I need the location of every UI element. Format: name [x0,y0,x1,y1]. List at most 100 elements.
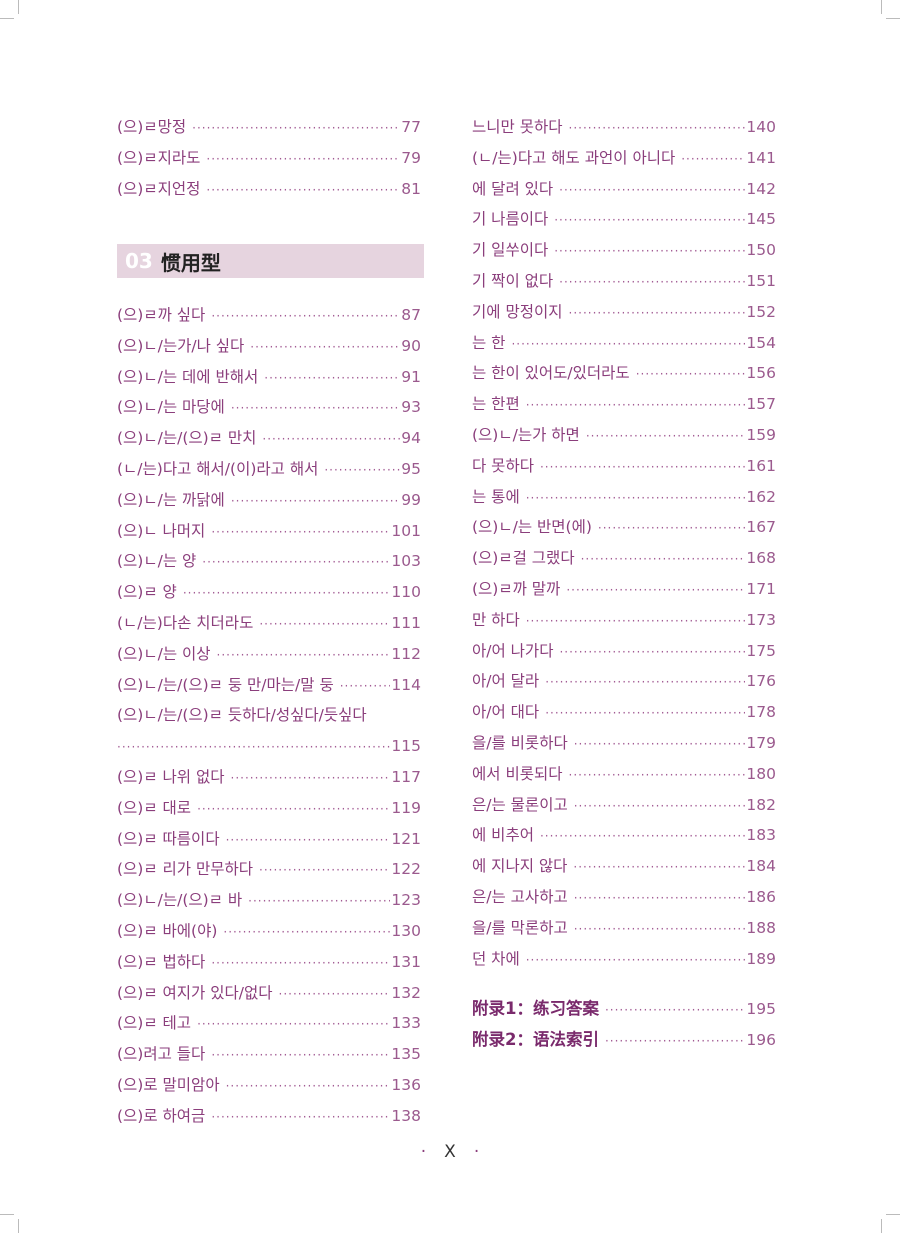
toc-entry[interactable]: (으)ㄴ/는/(으)ㄹ 바 123 [117,885,421,916]
toc-entry[interactable]: 는 한이 있어도/있더라도 156 [472,358,776,389]
toc-entry[interactable]: (으)ㄴ/는가 하면 159 [472,420,776,451]
toc-entry[interactable]: 에 비추어 183 [472,820,776,851]
entry-title: 는 통에 [472,487,520,506]
dot-leader [226,825,391,856]
toc-entry[interactable]: 에 달려 있다 142 [472,174,776,205]
entry-title: 에서 비롯되다 [472,764,563,783]
toc-entry[interactable]: 기에 망정이지 152 [472,297,776,328]
toc-entry[interactable]: 기 나름이다 145 [472,204,776,235]
toc-entry[interactable]: 기 일쑤이다 150 [472,235,776,266]
toc-entry[interactable]: (으)ㄹ 테고 133 [117,1008,421,1039]
toc-entry[interactable]: 에서 비롯되다 180 [472,759,776,790]
dot-leader [545,698,745,729]
crop-mark [18,0,19,14]
toc-entry[interactable]: (으)ㄹ 바에(야) 130 [117,916,421,947]
dot-leader [559,175,745,206]
toc-entry[interactable]: (으)ㄹ까 싶다 87 [117,300,421,331]
dot-leader [526,606,746,637]
toc-entry[interactable]: (으)ㄴ/는/(으)ㄹ 듯하다/성싶다/듯싶다 [117,700,421,731]
entry-title: (으)ㄴ/는가/나 싶다 [117,336,245,355]
toc-entry[interactable]: (으)ㄹ 여지가 있다/없다 132 [117,978,421,1009]
toc-entry[interactable]: 아/어 대다 178 [472,697,776,728]
toc-entry[interactable]: (으)ㄴ/는 양 103 [117,546,421,577]
toc-entry[interactable]: (으)ㄹ걸 그랬다 168 [472,543,776,574]
dot-leader [581,544,746,575]
dot-leader [605,995,745,1026]
toc-entry[interactable]: (으)ㄹ 리가 만무하다 122 [117,854,421,885]
toc-entry[interactable]: 附录2：语法索引 196 [472,1025,776,1056]
toc-entry[interactable]: (으)ㄹ 양 110 [117,577,421,608]
dot-leader [264,363,400,394]
toc-entry[interactable]: (으)ㄴ/는/(으)ㄹ 만치 94 [117,423,421,454]
toc-entry[interactable]: (ㄴ/는)다손 치더라도 111 [117,608,421,639]
toc-entry[interactable]: 던 차에 189 [472,944,776,975]
toc-entry[interactable]: (으)ㄴ/는 이상 112 [117,639,421,670]
toc-entry[interactable]: 아/어 나가다 175 [472,636,776,667]
entry-title: 기 짝이 없다 [472,271,554,290]
dot-leader [231,486,400,517]
toc-entry[interactable]: (으)로 하여금 138 [117,1101,421,1132]
toc-entry[interactable]: (으)ㄴ/는가/나 싶다 90 [117,331,421,362]
appendix-list: 附录1：练习答案 195 附录2：语法索引 196 [472,994,776,1056]
toc-entry[interactable]: (으)ㄹ지언정 81 [117,174,421,205]
dot-leader [526,483,746,514]
entry-page: 157 [746,395,776,414]
toc-entry-continuation[interactable]: 115 [117,731,421,762]
entry-page: 135 [391,1045,421,1064]
toc-entry[interactable]: 을/를 막론하고 188 [472,913,776,944]
entry-title: 에 달려 있다 [472,179,554,198]
toc-entry[interactable]: 는 한편 157 [472,389,776,420]
dot-leader [340,671,391,702]
toc-entry[interactable]: 아/어 달라 176 [472,666,776,697]
entry-title: (으)ㄹ 리가 만무하다 [117,860,254,879]
toc-entry[interactable]: 에 지나지 않다 184 [472,851,776,882]
entry-page: 121 [391,829,421,848]
toc-entry[interactable]: (ㄴ/는)다고 해서/(이)라고 해서 95 [117,454,421,485]
toc-entry[interactable]: (으)려고 들다 135 [117,1039,421,1070]
toc-entry[interactable]: (으)ㄴ 나머지 101 [117,516,421,547]
toc-entry[interactable]: (으)ㄹ망정 77 [117,112,421,143]
toc-entry[interactable]: (으)ㄹ 나위 없다 117 [117,762,421,793]
dot-leader [636,359,746,390]
toc-entry[interactable]: 다 못하다 161 [472,451,776,482]
toc-entry[interactable]: 을/를 비롯하다 179 [472,728,776,759]
toc-entry[interactable]: 은/는 고사하고 186 [472,882,776,913]
dot-leader [223,917,390,948]
entry-title: (으)ㄹ 대로 [117,798,192,817]
toc-entry[interactable]: (으)로 말미암아 136 [117,1070,421,1101]
toc-entry[interactable]: 附录1：练习答案 195 [472,994,776,1025]
entry-page: 81 [401,179,421,198]
dot-leader [569,760,746,791]
entry-page: 183 [746,826,776,845]
dot-leader [211,301,400,332]
toc-entry[interactable]: 은/는 물론이고 182 [472,790,776,821]
entry-page: 189 [746,949,776,968]
toc-entry[interactable]: (으)ㄹ까 말까 171 [472,574,776,605]
toc-entry[interactable]: (으)ㄴ/는 마당에 93 [117,392,421,423]
dot-leader [586,421,746,452]
toc-entry[interactable]: (으)ㄹ 법하다 131 [117,947,421,978]
entry-title: (으)ㄹ걸 그랬다 [472,549,575,568]
toc-entry[interactable]: (으)ㄹ지라도 79 [117,143,421,174]
entry-page: 90 [401,336,421,355]
toc-entry[interactable]: 만 하다 173 [472,605,776,636]
toc-entry[interactable]: 는 한 154 [472,328,776,359]
toc-entry[interactable]: (으)ㄴ/는 데에 반해서 91 [117,362,421,393]
entry-title: 에 지나지 않다 [472,857,568,876]
entry-title: 附录2：语法索引 [472,1030,599,1050]
toc-entry[interactable]: 는 통에 162 [472,482,776,513]
entry-page: 175 [746,641,776,660]
entry-title: (으)ㄴ 나머지 [117,521,206,540]
entry-page: 95 [401,459,421,478]
dot-leader [540,821,745,852]
toc-entry[interactable]: (으)ㄴ/는/(으)ㄹ 둥 만/마는/말 둥 114 [117,670,421,701]
toc-entry[interactable]: 기 짝이 없다 151 [472,266,776,297]
toc-entry[interactable]: (으)ㄴ/는 반면(에) 167 [472,512,776,543]
entry-title: (으)ㄴ/는 까닭에 [117,490,225,509]
toc-entry[interactable]: 느니만 못하다 140 [472,112,776,143]
entry-page: 141 [746,148,776,167]
toc-entry[interactable]: (ㄴ/는)다고 해도 과언이 아니다 141 [472,143,776,174]
toc-entry[interactable]: (으)ㄴ/는 까닭에 99 [117,485,421,516]
toc-entry[interactable]: (으)ㄹ 대로 119 [117,793,421,824]
toc-entry[interactable]: (으)ㄹ 따름이다 121 [117,824,421,855]
